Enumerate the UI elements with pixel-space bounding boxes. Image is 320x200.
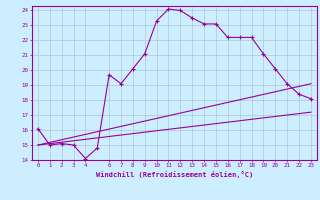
X-axis label: Windchill (Refroidissement éolien,°C): Windchill (Refroidissement éolien,°C) (96, 171, 253, 178)
